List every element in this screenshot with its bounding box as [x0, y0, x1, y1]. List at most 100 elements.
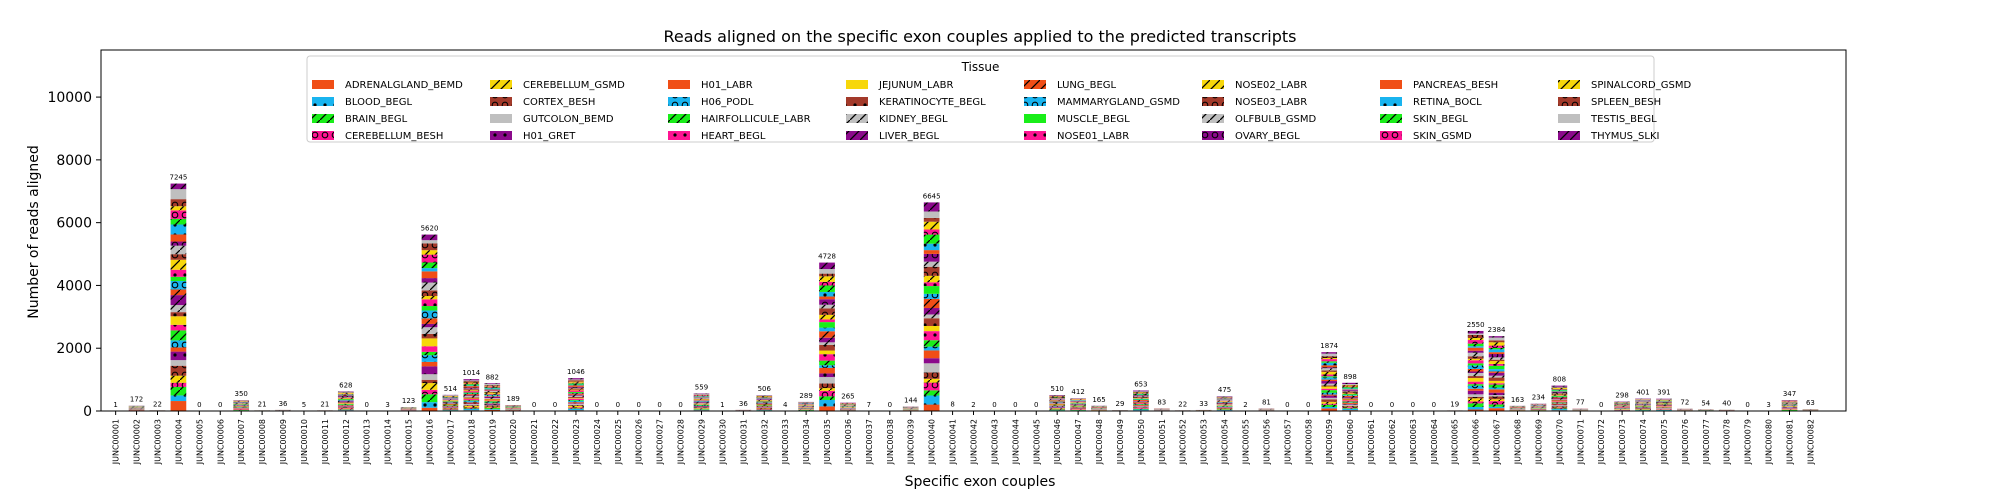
bar-segment: [819, 308, 835, 315]
bar-segment: [693, 399, 710, 401]
bar-segment: [568, 403, 584, 404]
bar-segment: [1133, 393, 1149, 395]
bar-segment: [568, 398, 584, 399]
x-tick-label: JUNC00076: [1681, 419, 1690, 465]
bar-segment: [1551, 400, 1568, 402]
data-label: 347: [1783, 390, 1796, 398]
x-tick-label: JUNC00019: [488, 419, 497, 465]
bar-segment: [923, 250, 940, 254]
bar-segment: [693, 397, 710, 398]
data-label: 0: [1599, 401, 1603, 409]
bar-segment: [421, 394, 438, 403]
data-label: 1874: [1320, 342, 1338, 350]
bar-segment: [421, 240, 438, 244]
bar-segment: [693, 409, 710, 410]
bar-segment: [923, 350, 940, 359]
bar-segment: [1342, 402, 1358, 404]
bar-segment: [923, 282, 940, 287]
bar-segment: [1049, 408, 1066, 410]
bar-segment: [170, 210, 187, 219]
data-label: 1: [113, 401, 117, 409]
bar-segment: [568, 405, 584, 408]
bar-segment: [170, 224, 187, 235]
bar-segment: [568, 391, 584, 393]
bar-segment: [819, 337, 835, 343]
bar-segment: [693, 402, 710, 404]
bar-segment: [1488, 340, 1505, 343]
bar-segment: [1070, 399, 1086, 400]
bar-segment: [568, 399, 584, 401]
legend-label: H01_GRET: [523, 131, 576, 142]
bar-segment: [421, 323, 438, 328]
bar-segment: [568, 379, 584, 381]
bar-segment: [1488, 336, 1505, 338]
bar-segment: [1467, 390, 1484, 395]
bar-stack: [337, 391, 354, 411]
data-label: 1014: [462, 369, 480, 377]
legend-item: CEREBELLUM_BESH: [312, 131, 443, 142]
bar-segment: [442, 406, 459, 408]
bar-segment: [756, 408, 773, 410]
bar-stack: [233, 400, 250, 411]
x-tick-label: JUNC00048: [1095, 419, 1104, 465]
bar-segment: [1216, 403, 1233, 405]
bar-segment: [819, 304, 835, 309]
x-tick-label: JUNC00030: [718, 419, 727, 465]
bar-segment: [923, 372, 940, 379]
legend-item: H01_GRET: [490, 131, 576, 142]
bar-segment: [463, 389, 480, 391]
legend-label: NOSE03_LABR: [1235, 97, 1307, 108]
bar-segment: [568, 408, 584, 411]
bar-segment: [337, 409, 354, 410]
data-label: 0: [1034, 401, 1038, 409]
legend-item: JEJUNUM_LABR: [846, 80, 953, 91]
bar-segment: [463, 381, 480, 383]
bar-segment: [1342, 387, 1358, 389]
bar-segment: [463, 409, 480, 411]
bar-segment: [421, 366, 438, 375]
x-tick-label: JUNC00078: [1723, 419, 1732, 465]
bar-segment: [1133, 391, 1149, 393]
bar-segment: [1488, 384, 1505, 388]
bar-segment: [1342, 397, 1358, 398]
data-label: 808: [1553, 376, 1566, 384]
legend-swatch: [1558, 131, 1580, 140]
legend-label: BLOOD_BEGL: [345, 97, 412, 108]
legend-label: RETINA_BOCL: [1413, 97, 1482, 108]
bar-segment: [484, 387, 501, 389]
bar-segment: [1488, 408, 1505, 411]
bar-segment: [1321, 370, 1338, 372]
x-tick-label: JUNC00043: [990, 419, 999, 465]
bar-segment: [484, 398, 501, 400]
bar-segment: [1133, 405, 1149, 407]
bar-segment: [1488, 342, 1505, 346]
bar-segment: [1551, 405, 1568, 407]
legend-label: NOSE02_LABR: [1235, 80, 1307, 91]
data-label: 21: [258, 400, 267, 408]
bar-segment: [568, 384, 584, 386]
x-tick-label: JUNC00036: [844, 419, 853, 465]
bar-segment: [568, 400, 584, 403]
bar-segment: [463, 400, 480, 402]
legend-item: H01_LABR: [668, 80, 753, 91]
x-tick-label: JUNC00037: [865, 419, 874, 465]
bar-segment: [1049, 401, 1066, 403]
bar-segment: [1216, 402, 1233, 404]
bar-segment: [1488, 345, 1505, 348]
bar-segment: [1467, 394, 1484, 397]
bar-segment: [463, 379, 480, 381]
bar-segment: [1321, 359, 1338, 362]
bar-segment: [1133, 400, 1149, 402]
bar-segment: [170, 382, 187, 387]
data-label: 54: [1701, 399, 1710, 407]
bar-segment: [463, 399, 480, 401]
bar-segment: [1488, 399, 1505, 402]
bar-segment: [484, 398, 501, 399]
legend-swatch: [490, 97, 512, 106]
bar-segment: [1551, 397, 1568, 399]
bar-segment: [463, 393, 480, 395]
bar-segment: [1342, 389, 1358, 391]
bar-segment: [1216, 407, 1233, 408]
bar-segment: [568, 380, 584, 382]
bar-segment: [756, 403, 773, 405]
